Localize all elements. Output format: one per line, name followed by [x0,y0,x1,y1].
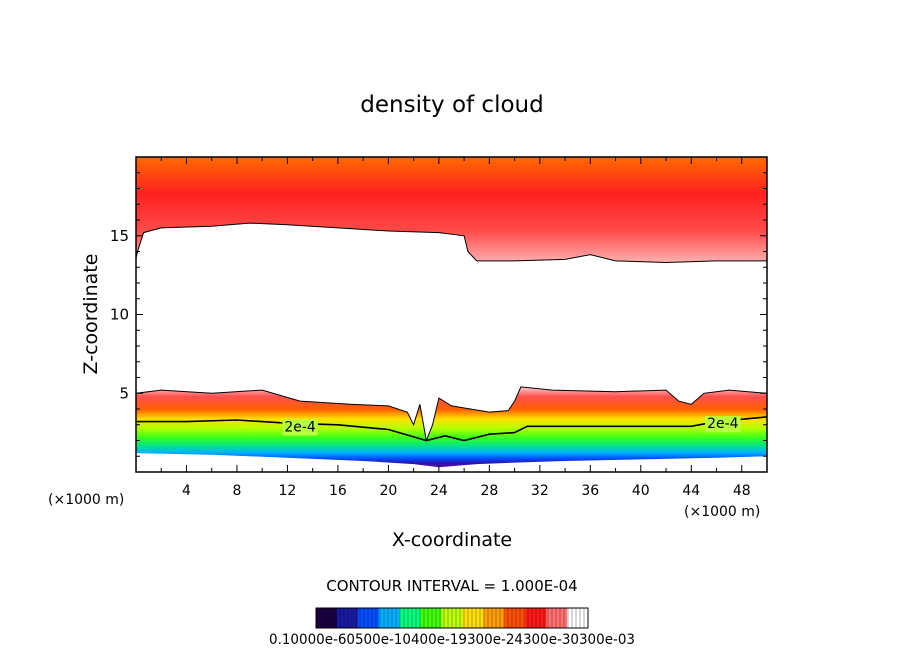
colorbar-swatch [567,608,589,628]
x-tick-label: 8 [232,483,241,499]
colorbar-swatch [336,608,359,628]
x-tick-label: 16 [329,483,347,499]
colorbar-swatch [399,608,422,628]
contour-label: 2e-4 [707,416,739,432]
y-axis-label: Z-coordinate [80,254,102,375]
lower-cloud-layer [136,386,767,468]
x-tick-label: 36 [581,483,599,499]
lower-layer-contour [136,386,767,443]
plot-area: 2e-4 2e-4 [136,157,767,468]
contour-interval-label: CONTOUR INTERVAL = 1.000E-04 [326,577,577,595]
contour-label: 2e-4 [284,419,316,435]
colorbar-swatch [378,608,401,628]
colorbar-swatch [504,608,526,628]
y-tick-label: 15 [110,227,129,245]
contour-labels: 2e-4 2e-4 [282,416,741,436]
colorbar-swatch [546,608,568,628]
colorbar-swatch [462,608,484,628]
colorbar-labels: 0.10000e-60500e-10400e-19300e-24300e-303… [269,632,635,648]
x-tick-label: 20 [379,483,397,499]
x-unit-left: (×1000 m) [48,492,124,508]
x-axis-label: X-coordinate [392,529,512,551]
colorbar-frame [315,607,589,629]
x-tick-label: 48 [733,483,751,499]
x-tick-label: 32 [531,483,549,499]
x-tick-label: 40 [632,483,650,499]
colorbar-swatch [483,608,505,628]
y-tick-label: 10 [110,306,129,324]
x-tick-label: 12 [279,483,297,499]
x-tick-label: 4 [182,483,191,499]
contour-label-bg [282,419,318,436]
colorbar [316,608,589,628]
x-unit-right: (×1000 m) [684,504,760,520]
y-axis-ticks: 5 10 15 [110,172,767,457]
x-axis-ticks: 4 8 12 16 20 24 28 32 36 40 44 48 [160,157,751,499]
colorbar-swatch [357,608,380,628]
x-tick-label: 44 [682,483,700,499]
y-tick-label: 5 [119,384,129,402]
x-tick-label: 24 [430,483,448,499]
upper-cloud-layer [136,157,767,263]
colorbar-swatch [316,608,338,628]
colorbar-swatch [420,608,443,628]
x-tick-label: 28 [480,483,498,499]
contour-label-bg [705,416,741,433]
upper-layer-contour [136,222,767,264]
chart-title: density of cloud [360,92,543,118]
contour-line-2e-4 [136,416,767,442]
